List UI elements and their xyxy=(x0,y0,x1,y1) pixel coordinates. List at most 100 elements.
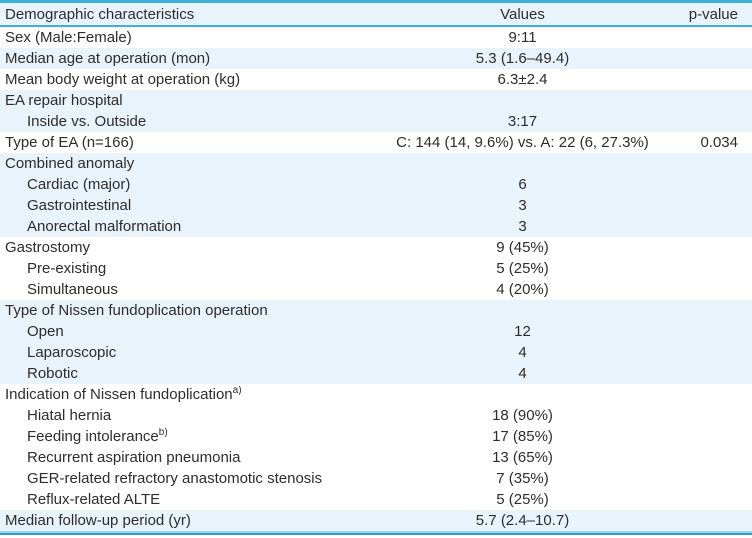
row-characteristic-label: GER-related refractory anastomotic steno… xyxy=(27,470,323,487)
row-value-cell: 3 xyxy=(518,197,527,214)
row-characteristic-label: Simultaneous xyxy=(27,281,118,298)
row-characteristic-cell: Open xyxy=(0,323,380,340)
table-row: Hiatal hernia 18 (90%) xyxy=(0,405,752,426)
row-characteristic-label: Laparoscopic xyxy=(27,344,117,361)
row-characteristic-label: Reflux-related ALTE xyxy=(27,491,161,508)
row-characteristic-label: Hiatal hernia xyxy=(27,407,112,424)
row-characteristic-cell: Anorectal malformation xyxy=(0,218,380,235)
row-value-cell: C: 144 (14, 9.6%) vs. A: 22 (6, 27.3%) xyxy=(396,134,649,151)
row-characteristic-cell: Median follow-up period (yr) xyxy=(0,512,380,529)
row-characteristic-label: Indication of Nissen fundoplication xyxy=(5,386,233,403)
row-characteristic-label: Anorectal malformation xyxy=(27,218,182,235)
table-row: Anorectal malformation 3 xyxy=(0,216,752,237)
table-bottom-rule-light xyxy=(0,531,752,533)
row-value-cell: 12 xyxy=(514,323,531,340)
row-characteristic-cell: Indication of Nissen fundoplicationa) xyxy=(0,386,380,403)
table-top-rule xyxy=(0,0,752,3)
row-value-cell: 6 xyxy=(518,176,527,193)
row-characteristic-label: EA repair hospital xyxy=(5,92,123,109)
row-value-cell: 18 (90%) xyxy=(492,407,553,424)
row-characteristic-label: Robotic xyxy=(27,365,78,382)
table-row: Feeding intoleranceb) 17 (85%) xyxy=(0,426,752,447)
row-characteristic-cell: Type of EA (n=166) xyxy=(0,134,380,151)
row-characteristic-label: Median follow-up period (yr) xyxy=(5,512,191,529)
table-row: Recurrent aspiration pneumonia 13 (65%) xyxy=(0,447,752,468)
table-row: Type of EA (n=166) C: 144 (14, 9.6%) vs.… xyxy=(0,132,752,153)
row-characteristic-label: Type of EA (n=166) xyxy=(5,134,134,151)
table-row: Median age at operation (mon) 5.3 (1.6–4… xyxy=(0,48,752,69)
row-pvalue-cell: 0.034 xyxy=(700,134,738,151)
row-characteristic-cell: Mean body weight at operation (kg) xyxy=(0,71,380,88)
table-row: GER-related refractory anastomotic steno… xyxy=(0,468,752,489)
table-row: Inside vs. Outside 3:17 xyxy=(0,111,752,132)
table-row: Reflux-related ALTE 5 (25%) xyxy=(0,489,752,510)
row-characteristic-cell: Hiatal hernia xyxy=(0,407,380,424)
row-value-cell: 4 xyxy=(518,344,527,361)
row-value-cell: 7 (35%) xyxy=(496,470,549,487)
row-footnote-marker: b) xyxy=(158,428,168,438)
row-characteristic-cell: Simultaneous xyxy=(0,281,380,298)
row-characteristic-cell: Sex (Male:Female) xyxy=(0,29,380,46)
row-characteristic-cell: GER-related refractory anastomotic steno… xyxy=(0,470,380,487)
row-characteristic-cell: Feeding intoleranceb) xyxy=(0,428,380,445)
row-value-cell: 3 xyxy=(518,218,527,235)
row-characteristic-label: Combined anomaly xyxy=(5,155,135,172)
row-characteristic-cell: Laparoscopic xyxy=(0,344,380,361)
row-characteristic-cell: Cardiac (major) xyxy=(0,176,380,193)
row-characteristic-label: Open xyxy=(27,323,64,340)
row-characteristic-label: Mean body weight at operation (kg) xyxy=(5,71,241,88)
row-characteristic-cell: EA repair hospital xyxy=(0,92,380,109)
row-value-cell: 13 (65%) xyxy=(492,449,553,466)
row-characteristic-label: Pre-existing xyxy=(27,260,107,277)
table-row: Sex (Male:Female) 9:11 xyxy=(0,27,752,48)
row-characteristic-label: Gastrostomy xyxy=(5,239,91,256)
row-characteristic-label: Type of Nissen fundoplication operation xyxy=(5,302,268,319)
row-value-cell: 4 (20%) xyxy=(496,281,549,298)
row-characteristic-cell: Reflux-related ALTE xyxy=(0,491,380,508)
row-value-cell: 4 xyxy=(518,365,527,382)
table-row: Gastrointestinal 3 xyxy=(0,195,752,216)
row-value-cell: 5.7 (2.4–10.7) xyxy=(475,512,570,529)
table-row: Simultaneous 4 (20%) xyxy=(0,279,752,300)
table-row: Pre-existing 5 (25%) xyxy=(0,258,752,279)
table-row: Indication of Nissen fundoplicationa) xyxy=(0,384,752,405)
row-characteristic-cell: Gastrostomy xyxy=(0,239,380,256)
column-header-values: Values xyxy=(500,5,545,23)
table-row: Type of Nissen fundoplication operation xyxy=(0,300,752,321)
row-characteristic-cell: Robotic xyxy=(0,365,380,382)
row-characteristic-label: Sex (Male:Female) xyxy=(5,29,132,46)
row-characteristic-label: Median age at operation (mon) xyxy=(5,50,211,67)
row-characteristic-cell: Median age at operation (mon) xyxy=(0,50,380,67)
table-row: Median follow-up period (yr) 5.7 (2.4–10… xyxy=(0,510,752,531)
column-header-pvalue: p-value xyxy=(688,5,738,23)
row-characteristic-label: Inside vs. Outside xyxy=(27,113,147,130)
table-bottom-rule-dark xyxy=(0,533,752,535)
row-value-cell: 5 (25%) xyxy=(496,260,549,277)
row-value-cell: 5.3 (1.6–49.4) xyxy=(475,50,570,67)
table-body: Sex (Male:Female) 9:11 Median age at ope… xyxy=(0,27,752,531)
row-value-cell: 17 (85%) xyxy=(492,428,553,445)
row-characteristic-cell: Pre-existing xyxy=(0,260,380,277)
table-row: EA repair hospital xyxy=(0,90,752,111)
table-row: Cardiac (major) 6 xyxy=(0,174,752,195)
row-value-cell: 9:11 xyxy=(508,29,537,46)
table-row: Open 12 xyxy=(0,321,752,342)
row-value-cell: 3:17 xyxy=(507,113,538,130)
row-characteristic-cell: Inside vs. Outside xyxy=(0,113,380,130)
row-characteristic-cell: Combined anomaly xyxy=(0,155,380,172)
row-characteristic-cell: Recurrent aspiration pneumonia xyxy=(0,449,380,466)
row-characteristic-cell: Type of Nissen fundoplication operation xyxy=(0,302,380,319)
table-row: Mean body weight at operation (kg) 6.3±2… xyxy=(0,69,752,90)
row-characteristic-label: Feeding intolerance xyxy=(27,428,159,445)
table-row: Gastrostomy 9 (45%) xyxy=(0,237,752,258)
table-header-row: Demographic characteristics Values p-val… xyxy=(0,3,752,27)
row-characteristic-label: Gastrointestinal xyxy=(27,197,132,214)
row-characteristic-label: Cardiac (major) xyxy=(27,176,131,193)
table-row: Robotic 4 xyxy=(0,363,752,384)
column-header-characteristic: Demographic characteristics xyxy=(5,5,195,23)
row-characteristic-cell: Gastrointestinal xyxy=(0,197,380,214)
table-row: Laparoscopic 4 xyxy=(0,342,752,363)
row-value-cell: 9 (45%) xyxy=(496,239,549,256)
row-value-cell: 5 (25%) xyxy=(496,491,549,508)
